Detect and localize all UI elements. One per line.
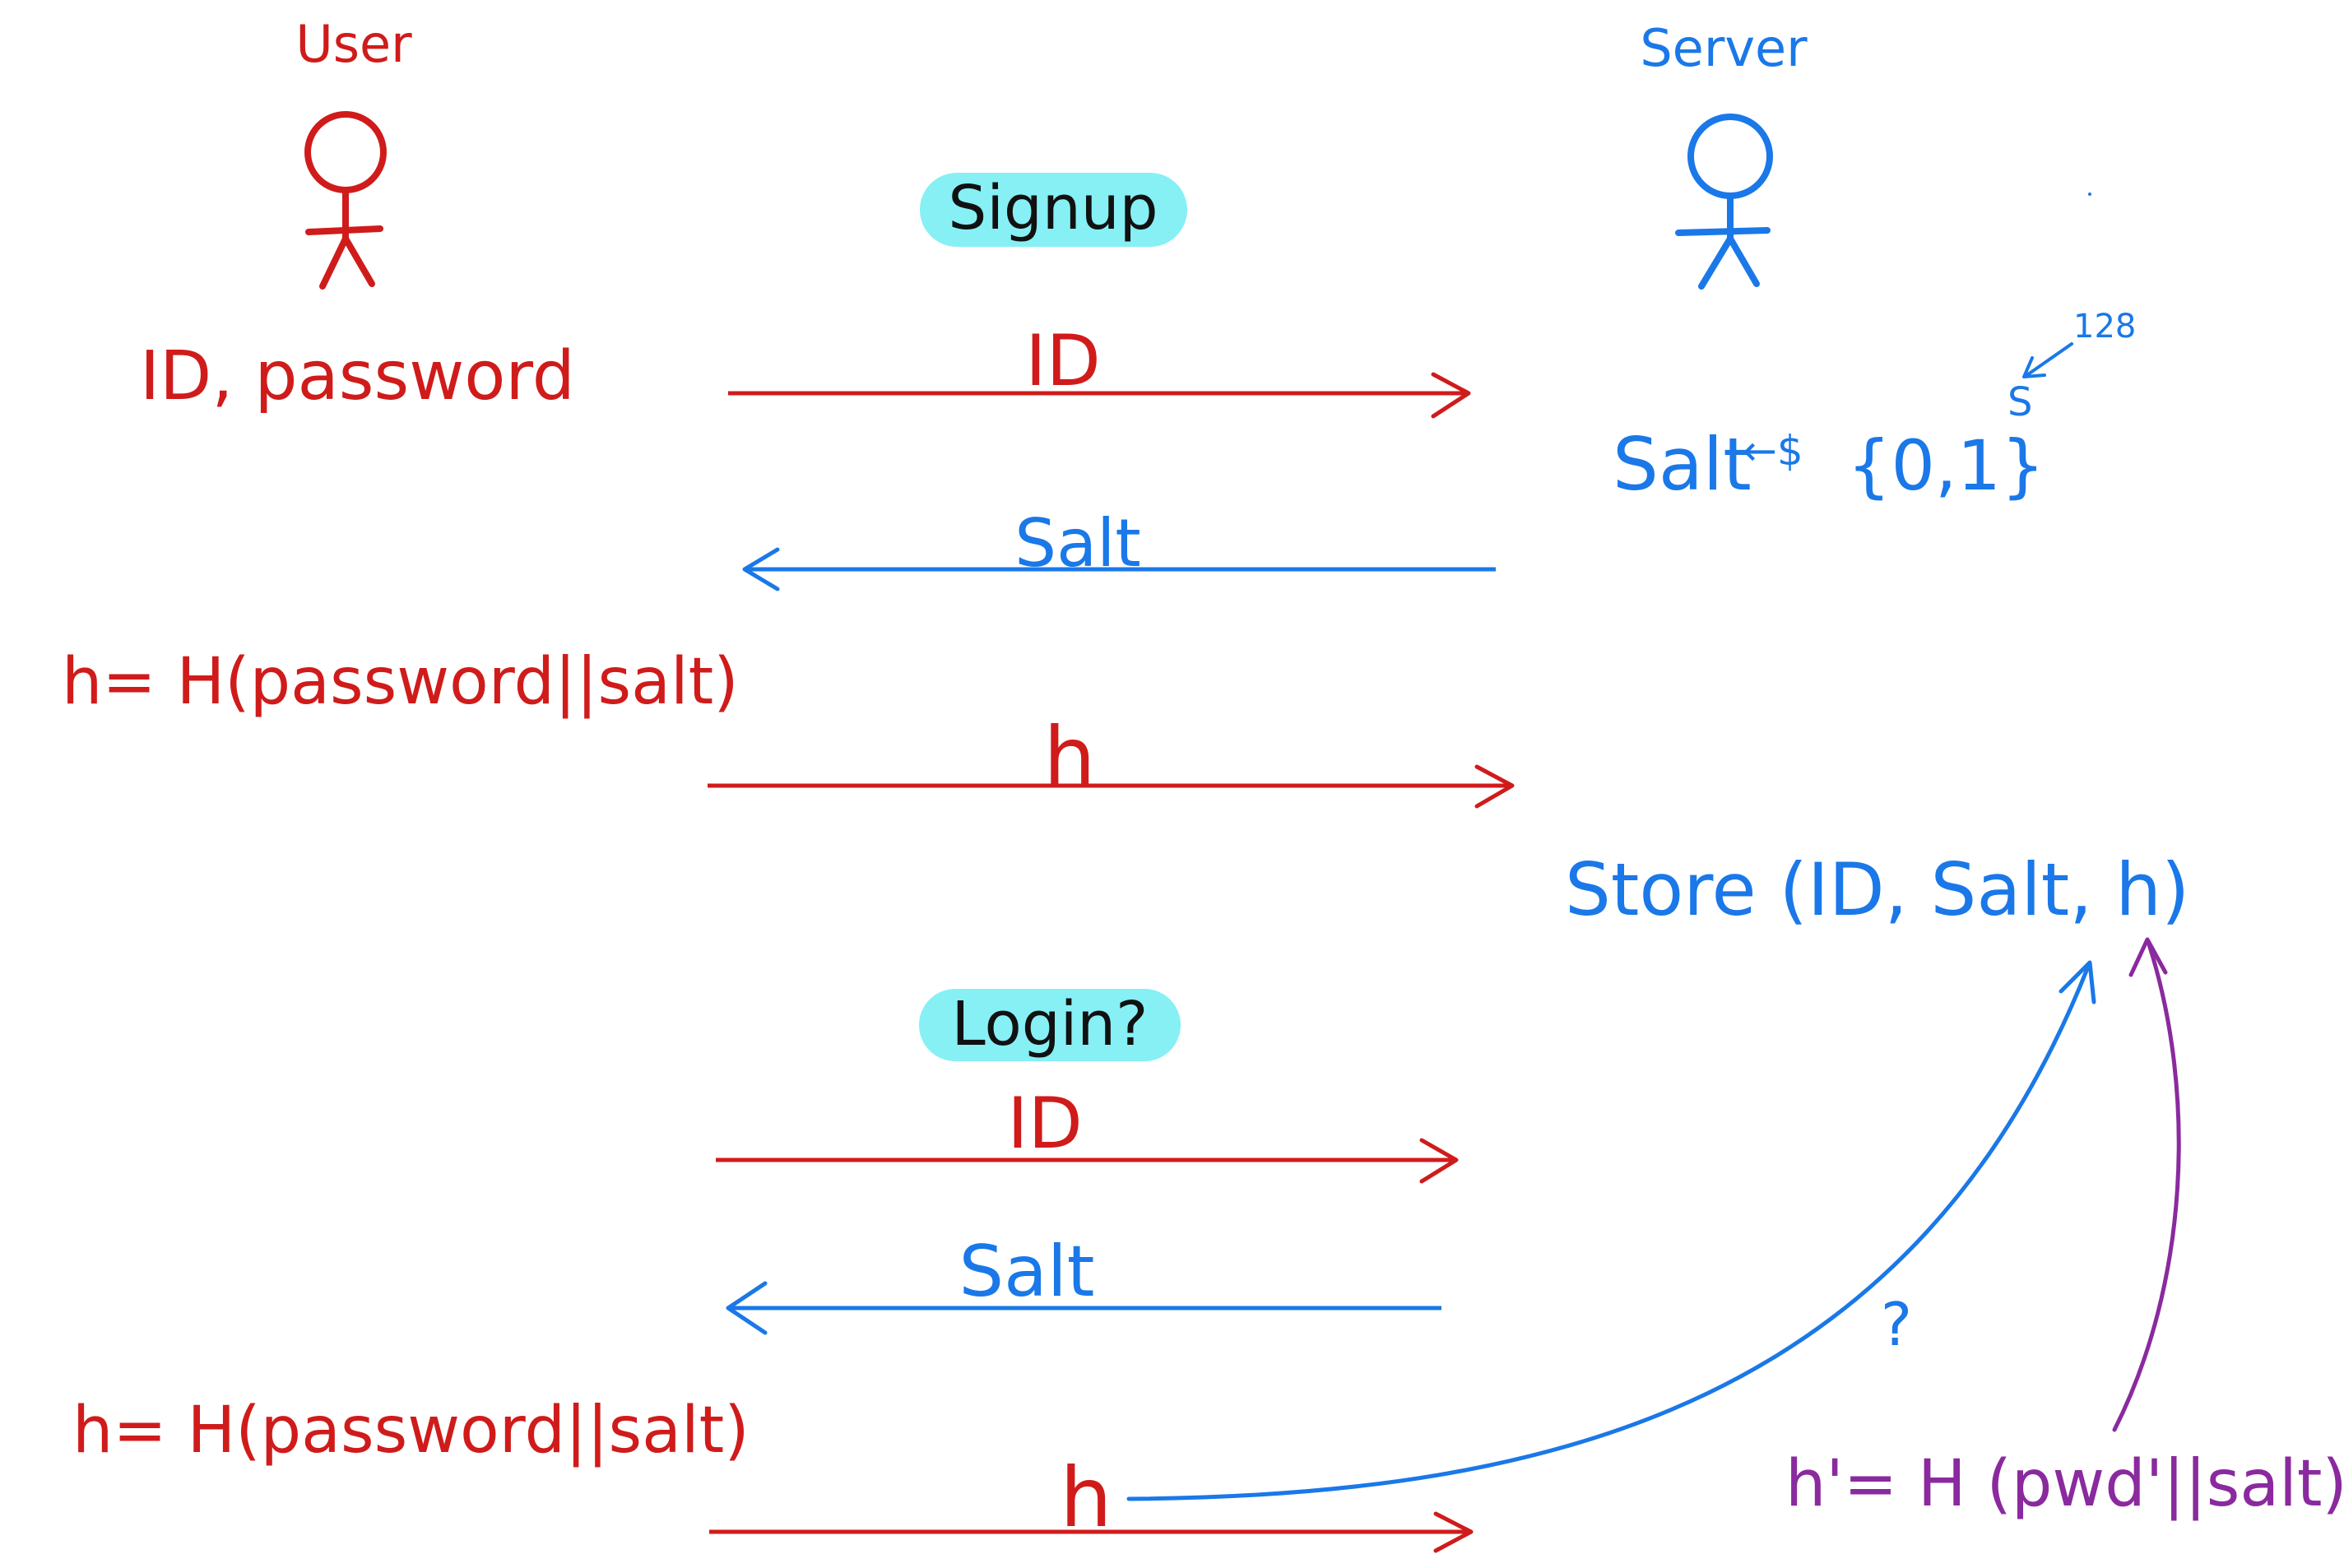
- signup-salt-label: Salt: [1014, 505, 1140, 582]
- login-message-id: ID: [716, 1083, 1459, 1184]
- signup-id-label: ID: [1025, 320, 1101, 402]
- user-signup-hash: h= H(password||salt): [62, 645, 739, 719]
- login-label: Login?: [952, 989, 1149, 1060]
- signup-salt-arrowhead-icon: [742, 547, 780, 591]
- comparison-question: ?: [1881, 1290, 1912, 1359]
- user-actor: User ID, password: [140, 14, 575, 415]
- salt-gen-salt: Salt: [1613, 422, 1752, 507]
- login-id-label: ID: [1007, 1083, 1083, 1165]
- h-to-store-curve: [1126, 964, 2091, 1501]
- user-login-hash: h= H(password||salt): [72, 1394, 750, 1468]
- h-to-store-arrowhead-icon: [2059, 960, 2096, 1004]
- exponent-pointer-arrow: [2026, 342, 2073, 376]
- user-credentials: ID, password: [140, 337, 575, 415]
- server-store: Store (ID, Salt, h): [1565, 847, 2189, 932]
- user-stick-figure-icon: [304, 111, 387, 290]
- salt-gen-exponent-value: 128: [2073, 308, 2136, 346]
- signup-message-h: h: [708, 709, 1515, 809]
- signup-label: Signup: [948, 173, 1158, 244]
- signup-h-label: h: [1043, 709, 1095, 805]
- login-message-h: h: [709, 1450, 1474, 1553]
- server-actor: Server: [1640, 18, 1808, 290]
- signup-message-id: ID: [728, 320, 1471, 419]
- verify-to-store-curve: [2112, 942, 2181, 1432]
- login-id-arrowhead-icon: [1419, 1138, 1459, 1184]
- user-label: User: [295, 14, 412, 74]
- login-h-label: h: [1060, 1450, 1112, 1546]
- salt-gen-random-arrow: ←$: [1743, 427, 1803, 475]
- login-badge-background: [919, 989, 1181, 1061]
- verify-to-store-arrowhead-icon: [2128, 937, 2168, 977]
- server-verify-hash: h'= H (pwd'||salt): [1785, 1447, 2344, 1521]
- server-stick-figure-icon: [1675, 114, 1773, 290]
- salt-gen-set: {0,1}: [1847, 425, 2045, 506]
- login-phase-badge: Login?: [919, 989, 1181, 1061]
- signup-phase-badge: Signup: [920, 173, 1187, 247]
- login-message-salt: Salt: [726, 1231, 1441, 1335]
- login-salt-arrowhead-icon: [726, 1281, 768, 1335]
- server-salt-generation: Salt ←$ {0,1} S 128: [1613, 308, 2136, 507]
- comparison-curves: ?: [1126, 937, 2181, 1501]
- signup-h-arrowhead-icon: [1474, 764, 1515, 809]
- signup-id-arrowhead-icon: [1431, 372, 1471, 419]
- signup-message-salt: Salt: [742, 505, 1496, 591]
- server-label: Server: [1640, 18, 1808, 78]
- login-h-arrowhead-icon: [1433, 1511, 1474, 1553]
- stray-dot: [2088, 193, 2091, 196]
- exponent-pointer-arrowhead-icon: [2022, 356, 2046, 378]
- salt-gen-exponent: S: [2007, 379, 2032, 425]
- signup-badge-background: [920, 173, 1187, 247]
- login-salt-label: Salt: [959, 1231, 1095, 1313]
